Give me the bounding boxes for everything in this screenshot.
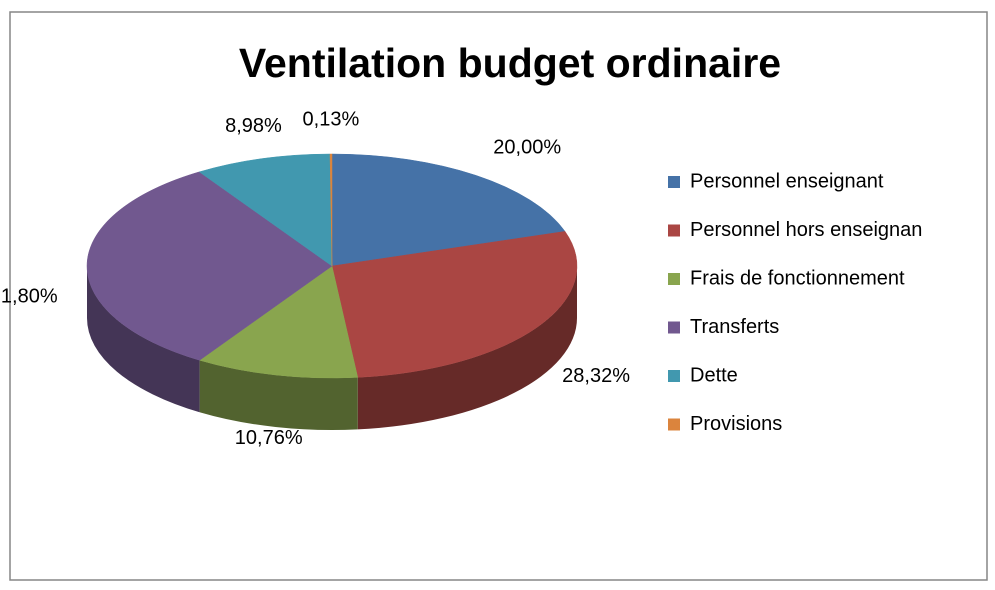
data-label: 0,13% bbox=[303, 109, 360, 131]
legend-swatch bbox=[668, 370, 680, 382]
slice bbox=[331, 231, 578, 378]
legend-label: Provisions bbox=[690, 413, 782, 435]
legend-swatch bbox=[668, 418, 680, 431]
slice bbox=[329, 153, 333, 267]
data-label: 8,98% bbox=[225, 115, 282, 137]
legend-swatch bbox=[668, 273, 680, 285]
slice bbox=[198, 153, 333, 267]
legend-swatch bbox=[668, 176, 680, 188]
legend-label: Transferts bbox=[690, 316, 779, 338]
data-label: 20,00% bbox=[493, 136, 561, 158]
slice bbox=[199, 265, 359, 379]
legend-swatch bbox=[668, 321, 680, 334]
legend-swatch bbox=[668, 224, 680, 237]
legend-label: Frais de fonctionnement bbox=[690, 267, 905, 289]
slice-side bbox=[199, 360, 358, 430]
slice bbox=[86, 171, 333, 361]
legend-label: Personnel hors enseignan bbox=[690, 219, 922, 241]
slice-side bbox=[357, 266, 577, 430]
slice-side bbox=[87, 266, 200, 413]
slice bbox=[331, 153, 566, 267]
data-label: 31,80% bbox=[0, 286, 58, 308]
legend-label: Dette bbox=[690, 364, 738, 386]
chart-title: Ventilation budget ordinaire bbox=[239, 40, 781, 86]
legend-label: Personnel enseignant bbox=[690, 170, 884, 192]
data-label: 28,32% bbox=[562, 365, 630, 387]
data-label: 10,76% bbox=[235, 427, 303, 449]
